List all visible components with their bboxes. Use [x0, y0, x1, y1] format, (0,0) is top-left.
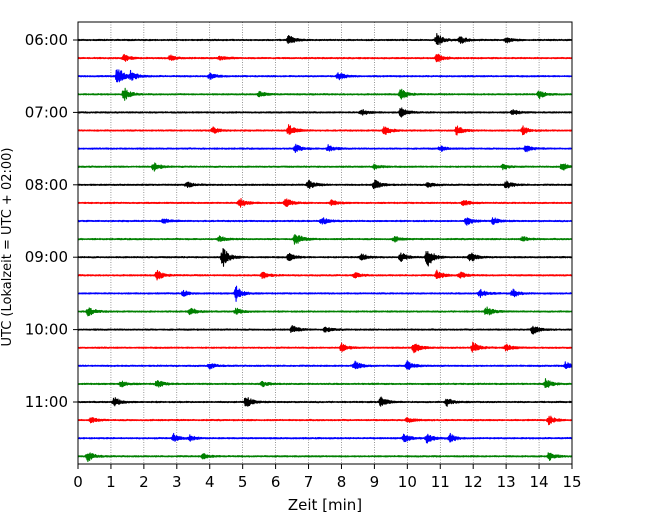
trace-line [77, 452, 573, 463]
trace-line [77, 360, 573, 370]
trace-line [77, 415, 573, 426]
x-tick-label: 1 [106, 473, 116, 491]
x-tick-label: 4 [205, 473, 215, 491]
y-tick-label: 08:00 [25, 176, 68, 194]
x-tick-label: 3 [172, 473, 182, 491]
trace-line [77, 285, 573, 302]
trace-line [77, 162, 573, 172]
trace-line [77, 198, 573, 208]
trace-line [77, 69, 573, 83]
x-tick-label: 11 [431, 473, 450, 491]
plot-frame [77, 21, 573, 465]
trace-line [77, 396, 573, 407]
vertical-grid [110, 22, 540, 464]
x-tick-label: 9 [370, 473, 380, 491]
y-axis: 06:00 07:00 08:00 09:00 10:00 11:00 [25, 31, 78, 411]
trace-line [77, 32, 573, 45]
trace-line [77, 269, 573, 281]
traces [77, 32, 573, 463]
trace-line [77, 143, 573, 153]
x-tick-label: 13 [497, 473, 516, 491]
trace-line [77, 107, 573, 118]
x-tick-label: 6 [271, 473, 281, 491]
x-tick-label: 2 [139, 473, 149, 491]
trace-line [77, 325, 573, 335]
x-tick-label: 7 [304, 473, 314, 491]
trace-line [77, 124, 573, 136]
x-tick-label: 15 [562, 473, 581, 491]
y-tick-label: 06:00 [25, 31, 68, 49]
trace-line [77, 432, 573, 444]
x-tick-label: 5 [238, 473, 248, 491]
trace-line [77, 306, 573, 317]
trace-line [77, 217, 573, 226]
trace-line [77, 53, 573, 63]
y-tick-label: 07:00 [25, 103, 68, 121]
trace-line [77, 87, 573, 101]
y-tick-label: 09:00 [25, 248, 68, 266]
trace-line [77, 248, 573, 267]
trace-line [77, 234, 573, 245]
x-tick-label: 8 [337, 473, 347, 491]
trace-line [77, 378, 573, 389]
y-tick-label: 10:00 [25, 321, 68, 339]
x-tick-label: 0 [73, 473, 83, 491]
x-tick-label: 10 [398, 473, 417, 491]
trace-line [77, 179, 573, 190]
x-tick-label: 12 [464, 473, 483, 491]
trace-line [77, 341, 573, 354]
x-axis-label: Zeit [min] [288, 496, 362, 514]
y-tick-label: 11:00 [25, 393, 68, 411]
x-tick-label: 14 [530, 473, 549, 491]
x-axis: 0 1 2 3 4 5 6 7 8 9 10 11 12 13 14 15 [73, 464, 582, 491]
y-axis-label: UTC (Lokalzeit = UTC + 02:00) [0, 148, 15, 347]
